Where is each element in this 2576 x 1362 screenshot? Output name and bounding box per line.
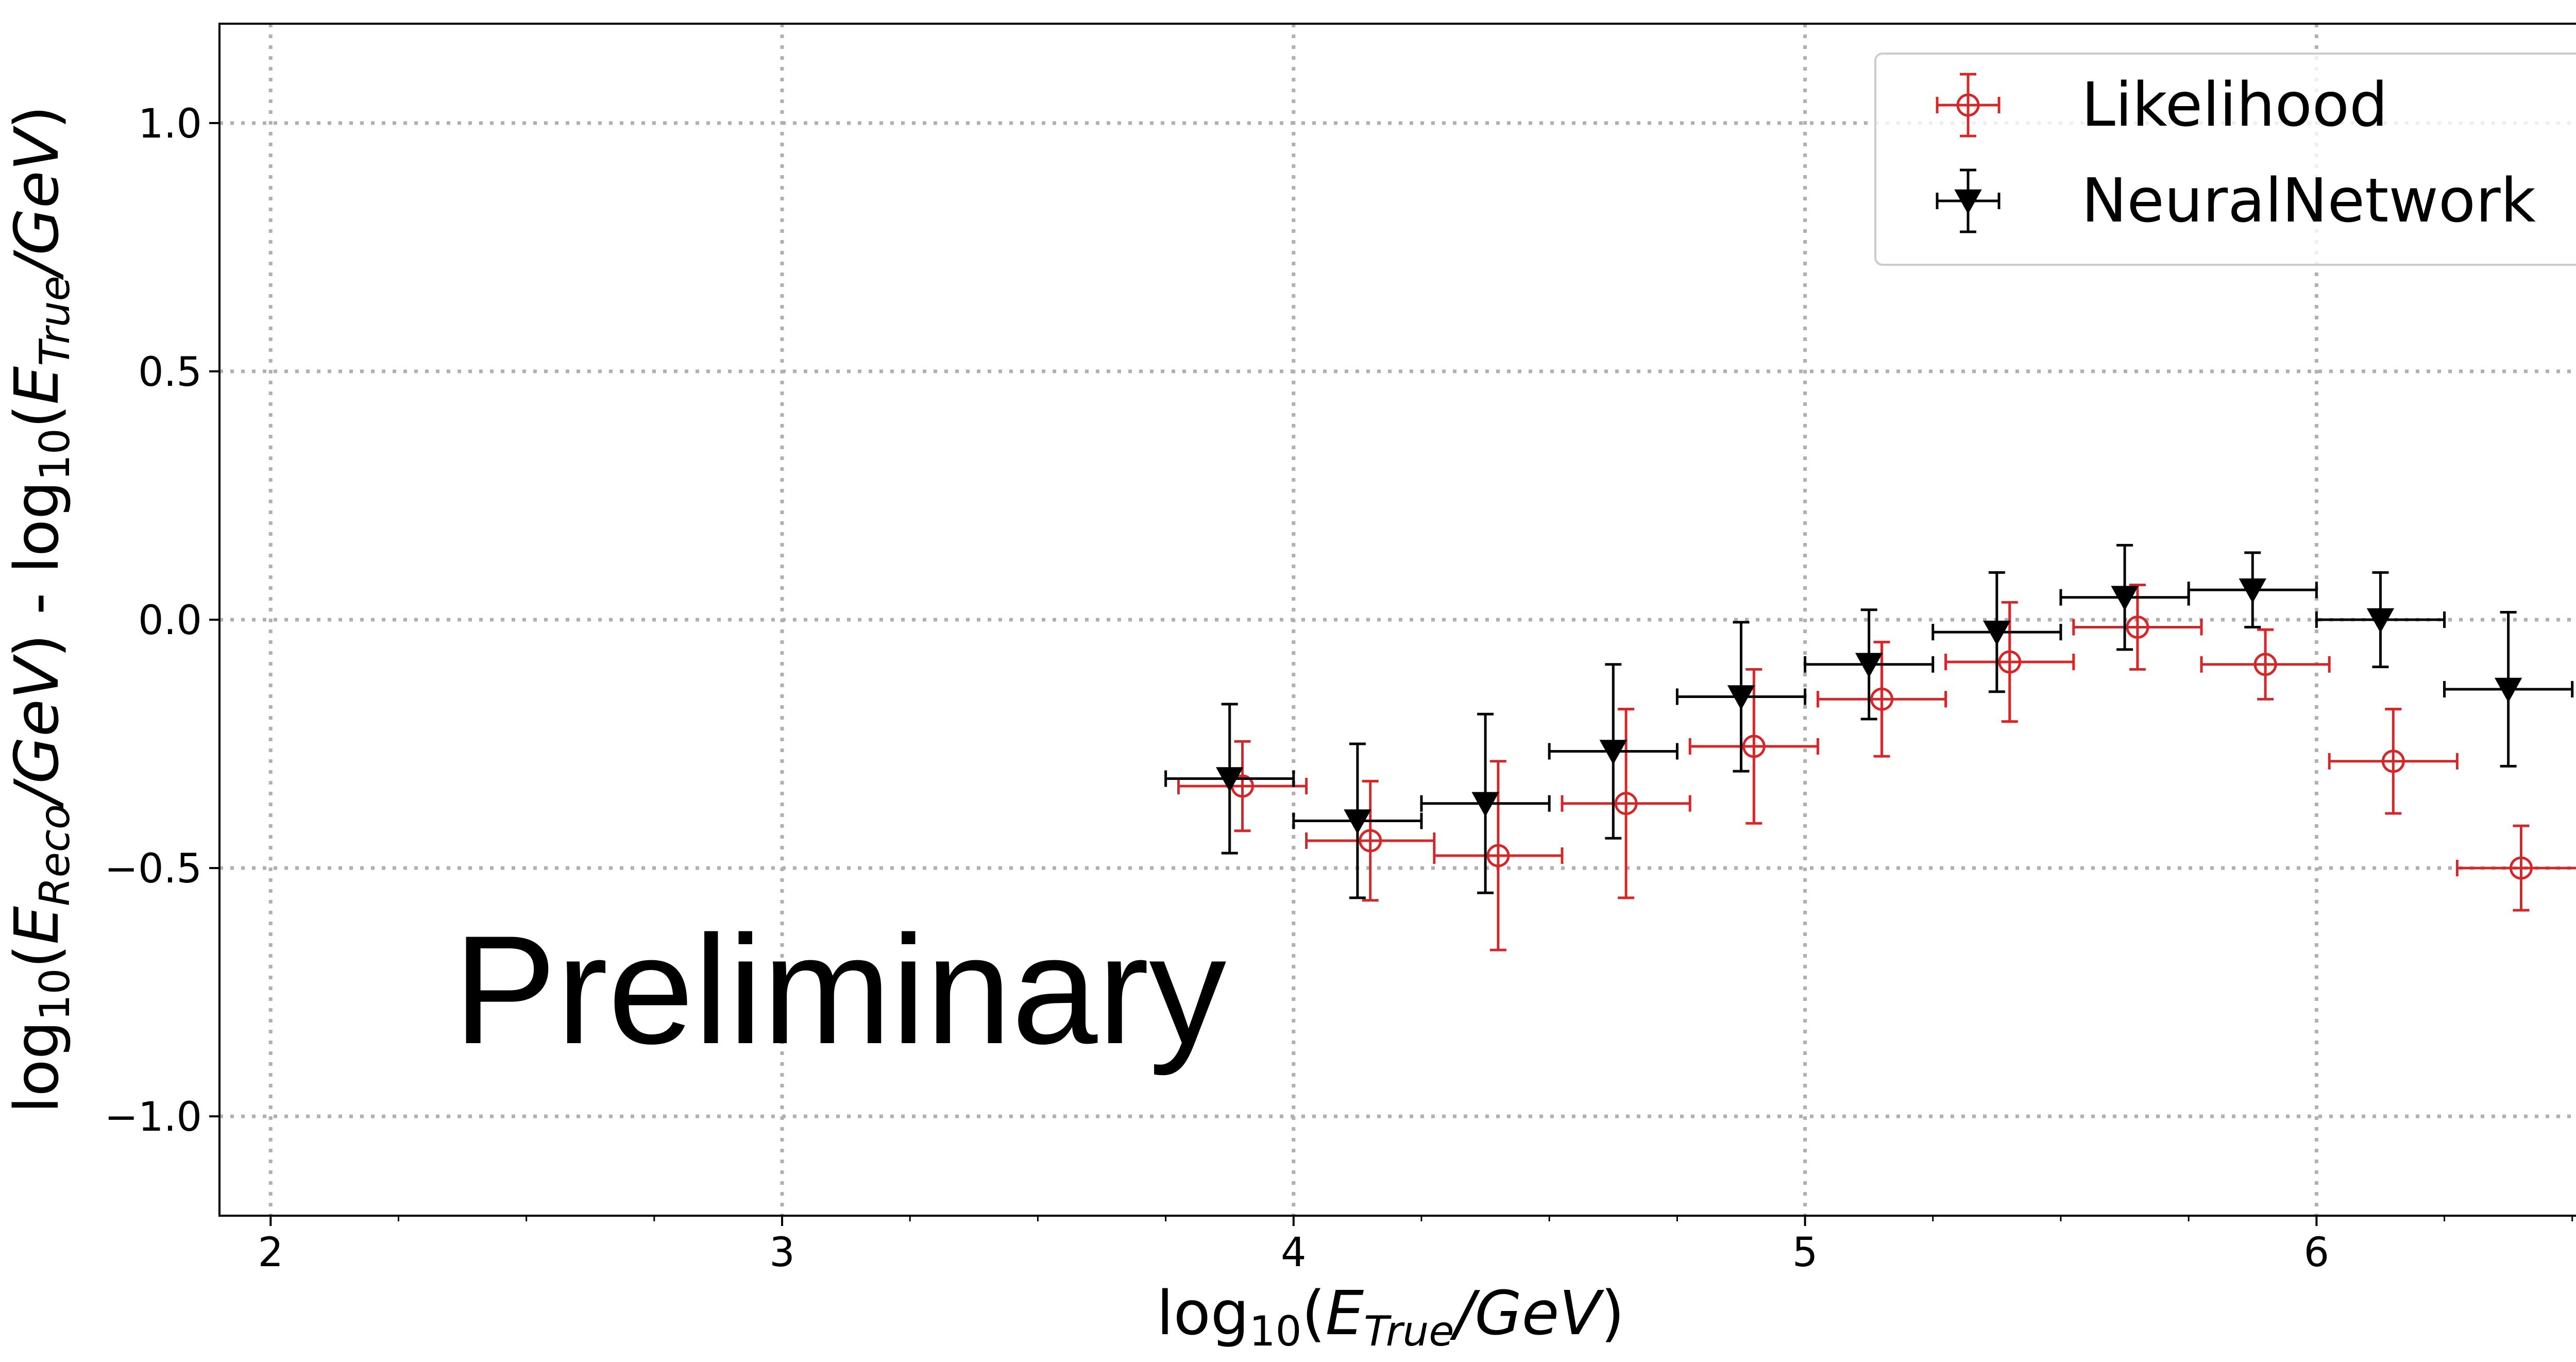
marker-open-circle xyxy=(2381,750,2405,773)
series-likelihood xyxy=(1177,584,2576,951)
marker-triangle-down xyxy=(1599,740,1627,765)
x-tick-label: 5 xyxy=(1792,1230,1818,1276)
marker-triangle-down xyxy=(2239,578,2266,603)
x-label-open: ( xyxy=(1302,1278,1326,1349)
marker-triangle-down xyxy=(2366,608,2395,633)
x-label-unit: /GeV xyxy=(1450,1278,1605,1349)
marker-triangle-down xyxy=(1983,620,2011,645)
tick-labels: 2 3 4 5 6 −1.0 −0.5 0.0 0.5 1.0 xyxy=(105,101,2330,1276)
data-point xyxy=(1305,779,1436,902)
legend-box xyxy=(1874,53,2576,266)
series-neuralnetwork xyxy=(1164,543,2574,899)
marker-open-circle xyxy=(1359,829,1382,853)
data-point xyxy=(2187,551,2318,628)
data-point xyxy=(1164,703,1295,855)
data-point xyxy=(2059,543,2190,651)
marker-open-circle xyxy=(1614,792,1638,815)
y-label-b-e-sub: True xyxy=(31,276,79,366)
x-tick-label: 2 xyxy=(258,1230,283,1276)
marker-triangle-down xyxy=(1471,792,1499,817)
y-label-b-log: log xyxy=(1,481,72,573)
data-point xyxy=(2443,611,2574,768)
y-label-a-e-sub: Reco xyxy=(31,804,79,906)
legend-label: NeuralNetwork xyxy=(2081,165,2536,236)
data-point xyxy=(1816,640,1947,758)
marker-triangle-down xyxy=(1216,767,1244,792)
y-tick-label: −1.0 xyxy=(105,1094,202,1140)
y-label-minus: - xyxy=(1,573,72,634)
y-label-a-open: ( xyxy=(1,945,72,968)
y-label-b-open: ( xyxy=(1,404,72,428)
marker-triangle-down xyxy=(1855,653,1883,678)
marker-triangle-down xyxy=(1344,809,1371,835)
preliminary-watermark: Preliminary xyxy=(453,903,1226,1077)
data-point xyxy=(1688,668,1819,825)
data-point xyxy=(1292,742,1423,899)
legend-entries: Likelihood NeuralNetwork xyxy=(1936,69,2536,236)
data-point xyxy=(1420,712,1551,894)
marker-triangle-down xyxy=(1727,685,1755,710)
data-point xyxy=(1548,663,1679,840)
x-label-log: log xyxy=(1157,1278,1249,1349)
y-label-b-e: E xyxy=(1,366,72,404)
plot-area-frame xyxy=(218,23,2576,1217)
y-axis-label: log10(EReco/GeV) - log10(ETrue/GeV) xyxy=(1,106,79,1114)
marker-open-circle xyxy=(1742,735,1766,758)
legend-entry-likelihood: Likelihood xyxy=(1936,69,2388,140)
marker-triangle-down xyxy=(1954,189,1982,214)
y-label-a-log-sub: 10 xyxy=(31,968,79,1021)
x-label-e-sub: True xyxy=(1364,1307,1454,1355)
marker-open-circle xyxy=(1998,650,2022,674)
legend-label: Likelihood xyxy=(2081,69,2388,140)
y-label-a-close: ) xyxy=(1,634,72,658)
y-tick-label: −0.5 xyxy=(105,846,202,892)
y-tick-label: 0.5 xyxy=(138,349,202,396)
marker-open-circle xyxy=(2253,653,2277,676)
y-label-a-log: log xyxy=(1,1020,72,1113)
x-axis-label: log10(ETrue/GeV) xyxy=(1157,1278,1624,1355)
marker-open-circle xyxy=(2126,615,2149,639)
data-point xyxy=(2200,628,2331,701)
y-tick-label: 1.0 xyxy=(138,101,202,147)
data-point xyxy=(1675,621,1807,773)
marker-open-circle xyxy=(1956,93,1980,117)
data-point xyxy=(2072,584,2203,671)
data-point xyxy=(2315,571,2446,669)
x-label-e: E xyxy=(1326,1278,1364,1349)
marker-open-circle xyxy=(2509,856,2533,880)
y-label-a-e: E xyxy=(1,906,72,945)
legend: Likelihood NeuralNetwork xyxy=(1874,53,2576,266)
legend-entry-neuralnetwork: NeuralNetwork xyxy=(1936,165,2536,236)
marker-open-circle xyxy=(1870,687,1893,711)
data-point xyxy=(2455,824,2576,912)
marker-triangle-down xyxy=(2111,586,2139,611)
x-tick-label: 6 xyxy=(2304,1230,2330,1276)
x-tick-label: 3 xyxy=(769,1230,795,1276)
marker-triangle-down xyxy=(2494,677,2522,703)
y-tick-label: 0.0 xyxy=(138,598,202,644)
y-label-b-unit: /GeV xyxy=(1,126,72,281)
y-label-b-log-sub: 10 xyxy=(31,428,79,481)
marker-open-circle xyxy=(1486,844,1510,867)
data-point xyxy=(1804,608,1935,721)
data-point xyxy=(1931,571,2062,693)
x-tick-label: 4 xyxy=(1281,1230,1307,1276)
y-label-a-unit: /GeV xyxy=(1,654,72,809)
x-label-log-sub: 10 xyxy=(1249,1307,1302,1355)
y-label-b-close: ) xyxy=(1,106,72,129)
data-point xyxy=(2328,708,2459,815)
data-series xyxy=(1164,543,2576,951)
x-label-close: ) xyxy=(1601,1278,1624,1349)
